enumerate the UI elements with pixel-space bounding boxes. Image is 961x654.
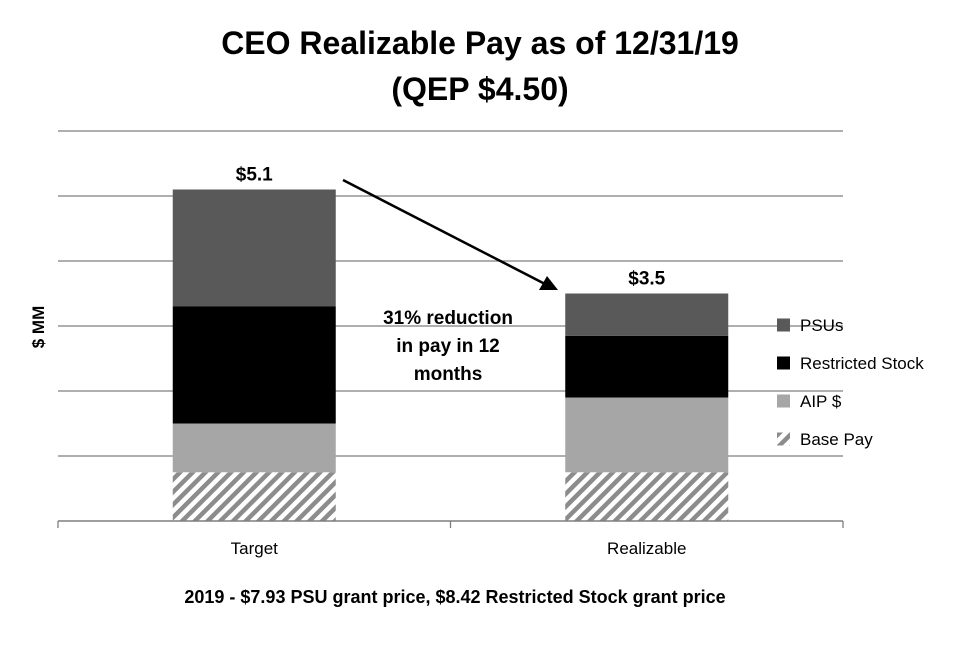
bar-segment-psus <box>565 293 729 336</box>
y-axis-label: $ MM <box>29 306 48 349</box>
chart-subtitle: (QEP $4.50) <box>391 71 568 107</box>
bar-totals: $5.1 $3.5 <box>236 165 666 290</box>
legend: PSUs Restricted Stock AIP $ Base Pay <box>777 316 924 449</box>
bar-segment-aip <box>172 423 336 473</box>
legend-label: Restricted Stock <box>800 354 924 373</box>
legend-label: AIP $ <box>800 392 842 411</box>
x-tick-label: Target <box>231 539 279 558</box>
legend-swatch <box>777 356 790 370</box>
chart-title: CEO Realizable Pay as of 12/31/19 <box>221 25 739 61</box>
bar-segment-restricted-stock <box>172 306 336 424</box>
legend-label: Base Pay <box>800 430 873 449</box>
x-tick-label: Realizable <box>607 539 686 558</box>
legend-swatch <box>777 432 790 446</box>
legend-swatch <box>777 318 790 332</box>
bar-segment-aip <box>565 397 729 473</box>
annotation-line: in pay in 12 <box>396 336 499 357</box>
bar-total-label: $3.5 <box>628 269 665 290</box>
x-tick-labels: Target Realizable <box>57 521 844 558</box>
footer-note: 2019 - $7.93 PSU grant price, $8.42 Rest… <box>184 587 725 607</box>
annotation-line: 31% reduction <box>383 308 513 329</box>
bar-total-label: $5.1 <box>236 165 273 186</box>
bar-segment-restricted-stock <box>565 335 729 398</box>
bars <box>172 189 729 521</box>
legend-label: PSUs <box>800 316 843 335</box>
reduction-arrow-icon <box>342 178 558 290</box>
legend-swatch <box>777 394 790 408</box>
annotation-line: months <box>414 364 483 385</box>
bar-segment-psus <box>172 189 336 307</box>
reduction-annotation: 31% reduction in pay in 12 months <box>383 308 513 385</box>
bar-segment-base-pay <box>172 472 336 521</box>
bar-segment-base-pay <box>565 472 729 521</box>
